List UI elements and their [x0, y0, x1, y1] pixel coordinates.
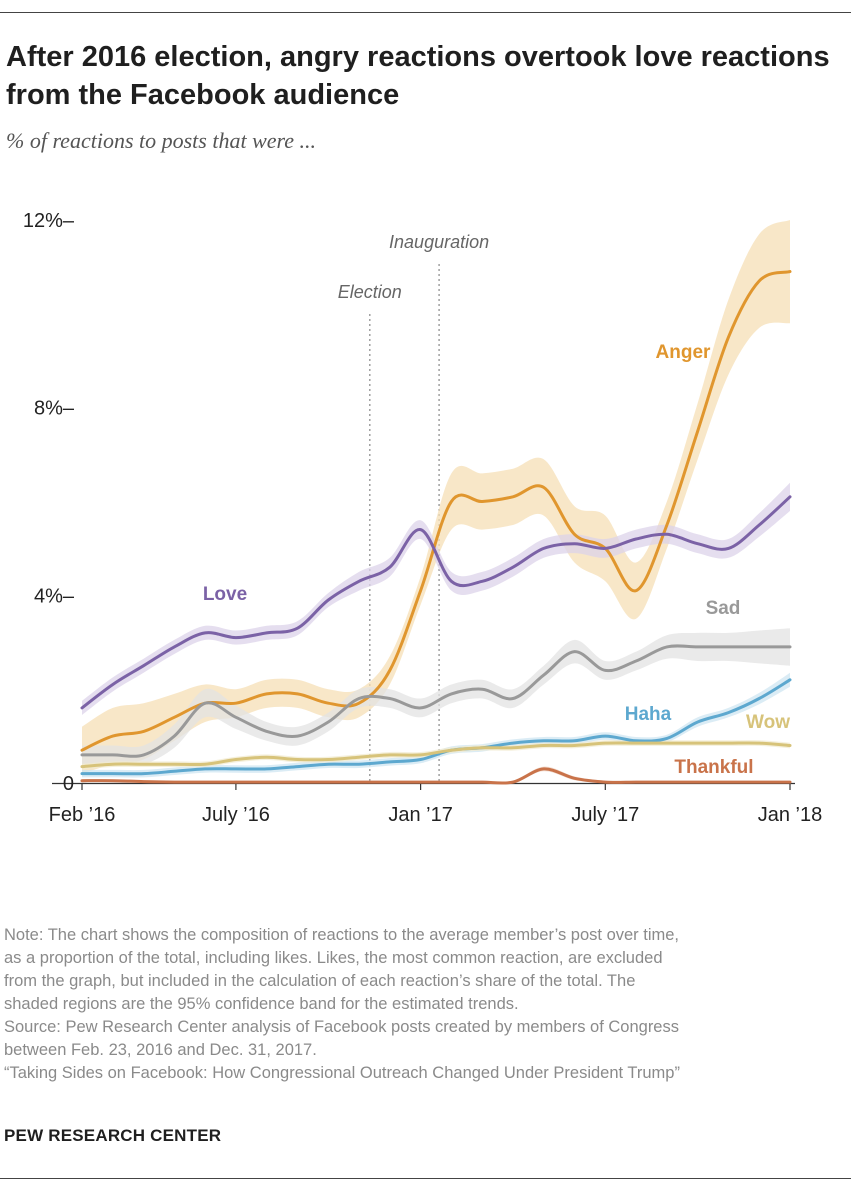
- confidence-band: [82, 482, 790, 715]
- series-line: [80, 644, 792, 758]
- series-label: Sad: [706, 598, 741, 619]
- confidence-band: [82, 220, 790, 774]
- x-tick-label: July ’16: [202, 804, 270, 826]
- top-rule: [0, 12, 851, 13]
- axis-layer: [52, 782, 795, 790]
- series-label: Anger: [656, 342, 712, 363]
- event-label: Inauguration: [389, 232, 489, 252]
- series-line: [80, 678, 792, 776]
- x-tick-label: Jan ’17: [388, 804, 453, 826]
- y-tick-label: 4%–: [34, 585, 75, 607]
- series-label: Wow: [746, 712, 790, 733]
- y-tick-label: 0: [63, 773, 74, 795]
- tick-labels: 0 4%– 8%– 12%– Feb ’16 July ’16 Jan ’17 July ’1…: [23, 210, 822, 826]
- event-label: Election: [338, 282, 402, 302]
- report-title: “Taking Sides on Facebook: How Congressi…: [4, 1064, 680, 1082]
- source-line: Source: Pew Research Center analysis of …: [4, 1018, 679, 1036]
- notes-block: Note: The chart shows the composition of…: [4, 924, 849, 1085]
- series-line: [80, 741, 792, 769]
- brand-logo-text: PEW RESEARCH CENTER: [4, 1126, 222, 1145]
- note-line: Note: The chart shows the composition of…: [4, 926, 680, 944]
- series-label: Thankful: [674, 757, 753, 778]
- series-labels: Anger Love Sad Haha Wow Thankful: [203, 342, 790, 778]
- chart-title: After 2016 election, angry reactions ove…: [6, 41, 830, 111]
- y-tick-label: 12%–: [23, 210, 75, 232]
- confidence-band: [82, 628, 790, 766]
- confidence-band: [82, 672, 790, 778]
- series-line: [80, 495, 792, 710]
- note-line: shaded regions are the 95% confidence ba…: [4, 995, 519, 1013]
- chart-subtitle: % of reactions to posts that were ...: [6, 128, 317, 153]
- x-tick-label: July ’17: [571, 804, 639, 826]
- series-lines: [80, 270, 792, 785]
- series-line: [80, 767, 792, 785]
- note-line: from the graph, but included in the calc…: [4, 972, 636, 990]
- line-chart: Election Inauguration Anger Love Sad Haha Wow…: [23, 210, 822, 826]
- x-tick-label: Feb ’16: [49, 804, 116, 826]
- series-label: Love: [203, 584, 247, 605]
- series-label: Haha: [625, 704, 672, 725]
- source-line: between Feb. 23, 2016 and Dec. 31, 2017.: [4, 1041, 317, 1059]
- note-line: as a proportion of the total, including …: [4, 949, 663, 967]
- y-tick-label: 8%–: [34, 398, 75, 420]
- bottom-rule: [0, 1178, 851, 1179]
- confidence-bands: [82, 220, 790, 784]
- x-tick-label: Jan ’18: [758, 804, 823, 826]
